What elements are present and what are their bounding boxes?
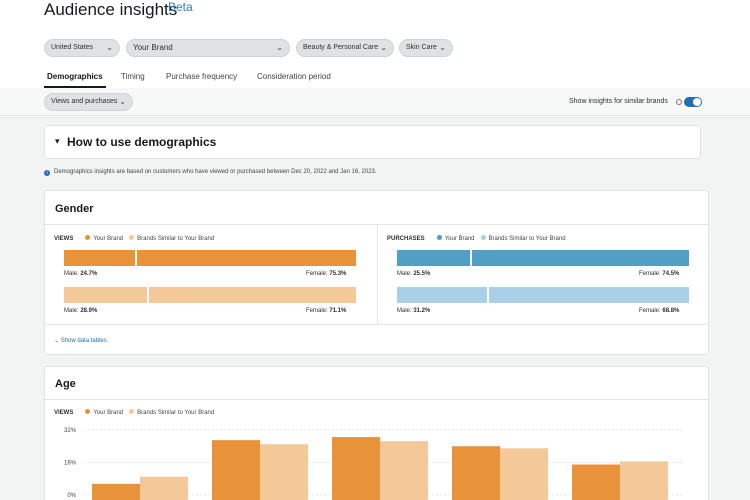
bar-your-brand[interactable] [572,464,620,500]
chevron-down-icon: ⌄ [106,43,113,52]
gender-card: Gender [44,190,709,355]
beta-badge: Beta [168,0,193,14]
male-segment [64,250,135,266]
views-similar-male-label: Male: 28.9% [64,308,98,314]
views-brand-male-label: Male: 24.7% [64,271,98,277]
legend-your-brand: Your Brand [444,236,475,242]
bar-your-brand[interactable] [452,446,500,500]
views-your-brand-gender-bar [64,250,356,266]
bar-your-brand[interactable] [212,440,260,500]
how-to-use-label: How to use demographics [67,135,217,149]
legend-similar-brands: Brands Similar to Your Brand [137,410,215,416]
subcategory-dropdown-value: Skin Care [406,44,437,51]
female-segment [149,287,356,303]
category-dropdown[interactable]: Beauty & Personal Care ⌄ [296,39,394,57]
purchases-brand-female-label: Female: 74.5% [639,271,680,277]
y-tick-label: 16% [64,461,77,467]
female-segment [489,287,689,303]
date-range-note: i Demographics insights are based on cust… [44,169,377,176]
legend-your-brand: Your Brand [93,410,124,416]
divider [45,324,708,325]
legend-similar-brands: Brands Similar to Your Brand [137,236,215,242]
date-range-note-text: Demographics insights are based on custo… [54,169,377,175]
tab-demographics[interactable]: Demographics [47,72,103,81]
legend-swatch-your-brand [85,409,91,414]
divider [45,399,708,400]
bar-similar-brands[interactable] [620,461,668,500]
tab-timing[interactable]: Timing [121,72,145,81]
show-data-tables-link[interactable]: ⌄ Show data tables [54,338,107,344]
bar-similar-brands[interactable] [500,448,548,500]
info-icon: i [44,170,50,176]
bar-similar-brands[interactable] [260,444,308,500]
age-bar-chart: 32% 16% 0% [64,428,684,500]
purchases-legend: PURCHASES Your Brand Brands Similar to You… [387,235,566,242]
legend-swatch-similar-brands [129,409,135,414]
page-title: Audience insights [44,0,178,19]
views-legend: VIEWS Your Brand Brands Similar to Your Br… [54,235,214,242]
male-segment [397,250,470,266]
similar-brands-toggle[interactable] [684,97,702,107]
views-brand-female-label: Female: 75.3% [306,271,347,277]
purchases-brand-male-label: Male: 25.5% [397,271,431,277]
gender-title: Gender [55,203,94,215]
chevron-down-icon: ⌄ [119,97,126,106]
divider [377,224,378,324]
view-type-dropdown-value: Views and purchases [51,98,118,105]
country-dropdown[interactable]: United States ⌄ [44,39,120,57]
how-to-use-expander[interactable]: ▾ How to use demographics [44,125,701,159]
male-segment [397,287,487,303]
chevron-down-icon: ⌄ [439,43,446,52]
similar-brands-toggle-label: Show insights for similar brands [569,98,668,105]
chevron-down-icon: ⌄ [380,43,387,52]
toggle-knob [693,98,701,106]
legend-swatch-similar-brands [480,235,486,240]
subcategory-dropdown[interactable]: Skin Care ⌄ [399,39,453,57]
purchases-similar-brands-gender-bar [397,287,689,303]
category-dropdown-value: Beauty & Personal Care [303,44,379,51]
female-segment [137,250,356,266]
views-similar-female-label: Female: 71.1% [306,308,347,314]
chevron-down-icon: ▾ [55,136,60,146]
purchases-label: PURCHASES [387,236,425,242]
purchases-similar-female-label: Female: 68.8% [639,308,680,314]
male-segment [64,287,147,303]
y-tick-label: 0% [67,493,76,499]
legend-swatch-your-brand [436,235,442,240]
country-dropdown-value: United States [51,44,94,51]
legend-swatch-similar-brands [129,235,135,240]
bar-similar-brands[interactable] [380,441,428,500]
age-views-label: VIEWS [54,410,74,416]
view-type-dropdown[interactable]: Views and purchases ⌄ [44,93,133,111]
bar-similar-brands[interactable] [140,476,188,500]
purchases-similar-male-label: Male: 31.2% [397,308,431,314]
purchases-your-brand-gender-bar [397,250,689,266]
tab-purchase-frequency[interactable]: Purchase frequency [166,72,238,81]
y-tick-label: 32% [64,428,77,434]
header: Audience insights Beta [0,0,750,30]
brand-dropdown-value: Your Brand [133,43,173,52]
legend-your-brand: Your Brand [93,236,124,242]
chevron-down-icon: ⌄ [276,43,283,52]
views-similar-brands-gender-bar [64,287,356,303]
bar-your-brand[interactable] [92,483,140,500]
legend-swatch-your-brand [85,235,91,240]
filter-bar: United States ⌄ Your Brand ⌄ Beauty & Pe… [0,30,750,118]
brand-dropdown[interactable]: Your Brand ⌄ [126,39,290,57]
active-tab-indicator [44,86,106,88]
sub-toolbar: Views and purchases ⌄ Show insights for … [0,88,750,116]
age-views-legend: VIEWS Your Brand Brands Similar to Your Br… [54,409,214,416]
female-segment [472,250,689,266]
views-label: VIEWS [54,236,74,242]
bar-your-brand[interactable] [332,437,380,500]
age-title: Age [55,378,76,390]
legend-similar-brands: Brands Similar to Your Brand [488,236,566,242]
info-icon[interactable] [676,99,682,105]
divider [45,224,708,225]
tab-consideration-period[interactable]: Consideration period [257,72,331,81]
